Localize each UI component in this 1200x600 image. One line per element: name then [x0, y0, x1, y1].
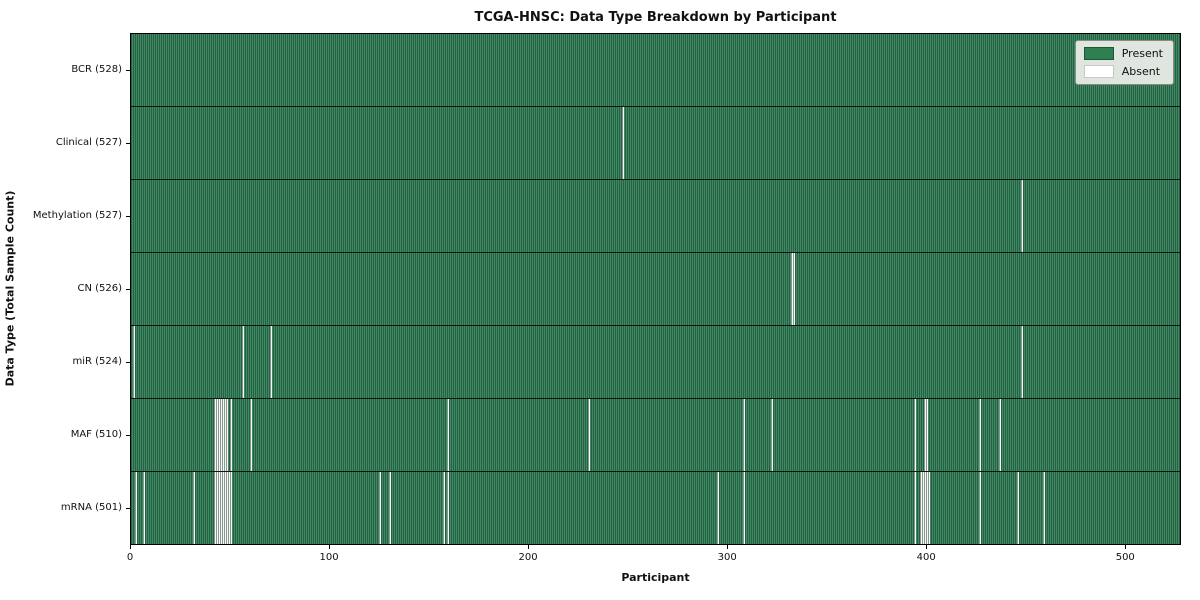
absent-stripe — [142, 472, 145, 544]
x-tick-label: 400 — [916, 552, 936, 563]
absent-stripe — [214, 399, 217, 471]
absent-stripe — [927, 472, 930, 544]
absent-stripe — [224, 399, 227, 471]
x-tick-mark — [528, 545, 530, 549]
x-tick-label: 300 — [717, 552, 737, 563]
absent-stripe — [214, 472, 217, 544]
absent-stripe — [999, 399, 1002, 471]
absent-stripe — [220, 472, 223, 544]
absent-stripe — [134, 472, 137, 544]
heatmap-row — [131, 399, 1180, 472]
x-tick-mark — [727, 545, 729, 549]
absent-stripe — [216, 472, 219, 544]
absent-stripe — [621, 107, 624, 179]
absent-stripe — [218, 399, 221, 471]
y-tick-label: Clinical (527) — [55, 136, 122, 148]
x-axis-label: Participant — [621, 571, 690, 584]
heatmap-row — [131, 34, 1180, 107]
heatmap-row — [131, 107, 1180, 180]
y-tick-label: BCR (528) — [71, 63, 122, 75]
absent-stripe — [925, 399, 928, 471]
absent-stripe — [226, 399, 229, 471]
x-tick-mark — [130, 545, 131, 549]
absent-swatch — [1083, 65, 1114, 78]
absent-stripe — [270, 326, 273, 398]
absent-stripe — [226, 472, 229, 544]
absent-stripe — [242, 326, 245, 398]
legend: Present Absent — [1074, 40, 1174, 85]
y-tick-mark — [126, 69, 130, 71]
x-tick-label: 500 — [1115, 552, 1135, 563]
y-tick-label: CN (526) — [77, 283, 122, 294]
y-tick-label: Methylation (527) — [32, 209, 122, 221]
absent-stripe — [132, 326, 135, 398]
x-tick-mark — [329, 545, 331, 549]
y-tick-label: mRNA (501) — [60, 502, 122, 514]
absent-stripe — [228, 472, 231, 544]
absent-stripe — [230, 399, 233, 471]
heatmap-rows — [131, 34, 1180, 544]
legend-label-present: Present — [1121, 47, 1163, 60]
absent-stripe — [250, 399, 253, 471]
absent-stripe — [979, 472, 982, 544]
legend-item-present: Present — [1083, 47, 1163, 60]
absent-stripe — [442, 472, 445, 544]
present-swatch — [1083, 47, 1114, 60]
y-tick-label: miR (524) — [72, 356, 122, 368]
x-tick-label: 0 — [126, 552, 134, 563]
absent-stripe — [1042, 472, 1045, 544]
absent-stripe — [224, 472, 227, 544]
absent-stripe — [222, 399, 225, 471]
absent-stripe — [742, 472, 745, 544]
x-tick-mark — [1125, 545, 1127, 549]
absent-stripe — [1017, 472, 1020, 544]
absent-stripe — [216, 399, 219, 471]
absent-stripe — [742, 399, 745, 471]
absent-stripe — [222, 472, 225, 544]
x-tick-mark — [926, 545, 928, 549]
heatmap-row — [131, 472, 1180, 544]
chart-title: TCGA-HNSC: Data Type Breakdown by Partic… — [474, 10, 837, 25]
absent-stripe — [389, 472, 392, 544]
absent-stripe — [717, 472, 720, 544]
absent-stripe — [379, 472, 382, 544]
absent-stripe — [979, 399, 982, 471]
absent-stripe — [921, 472, 924, 544]
absent-stripe — [790, 253, 793, 325]
y-tick-mark — [126, 435, 130, 437]
absent-stripe — [925, 472, 928, 544]
heatmap-row — [131, 180, 1180, 253]
x-tick-label: 200 — [518, 552, 538, 563]
absent-stripe — [1021, 180, 1024, 252]
absent-stripe — [218, 472, 221, 544]
absent-stripe — [913, 472, 916, 544]
y-tick-mark — [126, 362, 130, 364]
plot-area: Present Absent — [130, 33, 1181, 545]
absent-stripe — [913, 399, 916, 471]
heatmap-row — [131, 253, 1180, 326]
y-tick-mark — [126, 215, 130, 217]
absent-stripe — [220, 399, 223, 471]
x-tick-label: 100 — [319, 552, 339, 563]
legend-item-absent: Absent — [1083, 65, 1163, 78]
y-tick-label: MAF (510) — [70, 429, 122, 441]
absent-stripe — [792, 253, 795, 325]
absent-stripe — [230, 472, 233, 544]
absent-stripe — [923, 472, 926, 544]
absent-stripe — [446, 399, 449, 471]
absent-stripe — [192, 472, 195, 544]
absent-stripe — [923, 399, 926, 471]
heatmap-row — [131, 326, 1180, 399]
y-tick-mark — [126, 142, 130, 144]
absent-stripe — [446, 472, 449, 544]
absent-stripe — [770, 399, 773, 471]
y-tick-mark — [126, 289, 130, 290]
absent-stripe — [919, 472, 922, 544]
absent-stripe — [587, 399, 590, 471]
y-tick-mark — [126, 508, 130, 510]
absent-stripe — [1021, 326, 1024, 398]
legend-label-absent: Absent — [1121, 65, 1161, 78]
